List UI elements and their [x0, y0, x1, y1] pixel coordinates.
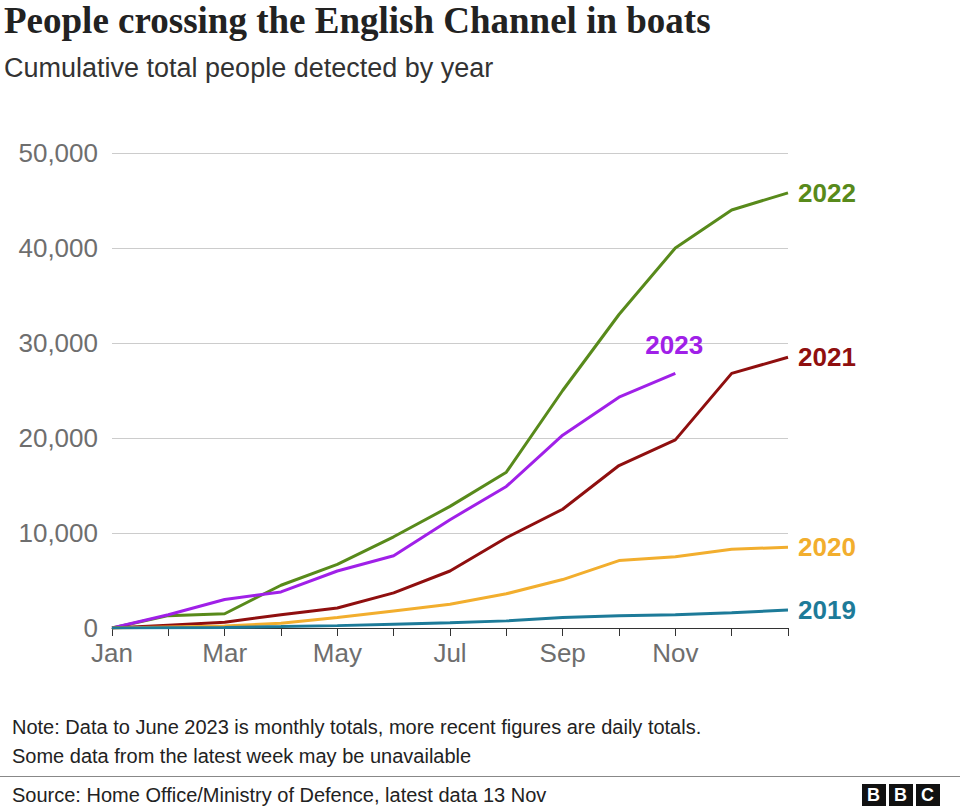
svg-text:Source: Home Office/Ministry o: Source: Home Office/Ministry of Defence,… [12, 784, 546, 806]
svg-text:B: B [867, 785, 880, 805]
svg-text:20,000: 20,000 [18, 423, 98, 453]
svg-text:10,000: 10,000 [18, 518, 98, 548]
svg-text:Cumulative total people detect: Cumulative total people detected by year [4, 53, 493, 83]
svg-text:50,000: 50,000 [18, 138, 98, 168]
svg-text:B: B [894, 785, 907, 805]
svg-text:2021: 2021 [798, 342, 856, 372]
svg-text:2022: 2022 [798, 178, 856, 208]
svg-text:Note: Data to June 2023 is mon: Note: Data to June 2023 is monthly total… [12, 716, 701, 738]
svg-text:Mar: Mar [202, 638, 247, 668]
svg-text:Jan: Jan [91, 638, 133, 668]
svg-text:Some data from the latest week: Some data from the latest week may be un… [12, 745, 471, 767]
svg-text:Sep: Sep [540, 638, 586, 668]
svg-text:Jul: Jul [433, 638, 466, 668]
svg-text:Nov: Nov [652, 638, 698, 668]
svg-text:C: C [921, 785, 934, 805]
svg-text:0: 0 [83, 613, 98, 643]
svg-text:30,000: 30,000 [18, 328, 98, 358]
svg-text:2023: 2023 [645, 330, 703, 360]
svg-text:People crossing the English Ch: People crossing the English Channel in b… [4, 0, 711, 41]
svg-text:40,000: 40,000 [18, 233, 98, 263]
svg-text:May: May [313, 638, 362, 668]
svg-text:2019: 2019 [798, 595, 856, 625]
svg-text:2020: 2020 [798, 532, 856, 562]
